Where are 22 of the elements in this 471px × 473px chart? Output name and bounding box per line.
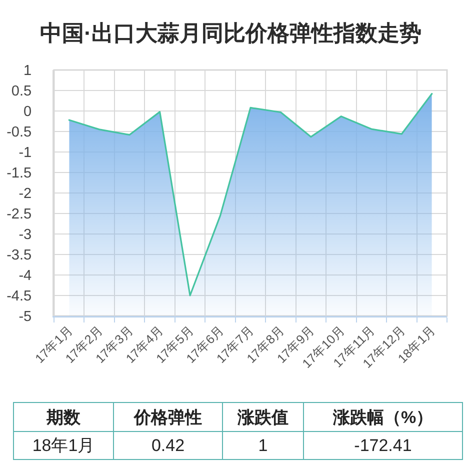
chart-title: 中国·出口大蒜月同比价格弹性指数走势 [40, 20, 422, 46]
y-tick-label: -4.5 [6, 288, 32, 305]
category-label: 价格弹性 [114, 402, 222, 432]
y-tick-label: 0 [24, 104, 32, 120]
y-tick-label: -4 [18, 268, 32, 284]
y-tick-label: 1 [24, 63, 32, 80]
y-tick-label: 0.5 [11, 84, 32, 100]
y-tick-label: -5 [18, 309, 32, 326]
category-label: 涨跌幅（%） [304, 402, 462, 432]
category-label: 涨跌值 [222, 402, 304, 432]
y-tick-label: -3.5 [6, 248, 32, 264]
category-label: 期数 [14, 402, 114, 432]
y-tick-label: -2.5 [6, 206, 32, 223]
text: 1 [222, 432, 304, 460]
y-tick-label: -0.5 [6, 124, 32, 141]
y-tick-label: -1 [18, 145, 32, 162]
y-tick-label: -3 [18, 227, 32, 244]
y-tick-label: -2 [18, 186, 32, 202]
text: 0.42 [114, 432, 222, 460]
y-tick-label: -1.5 [6, 166, 32, 182]
text: 18年1月 [14, 432, 114, 460]
text: -172.41 [304, 432, 462, 460]
